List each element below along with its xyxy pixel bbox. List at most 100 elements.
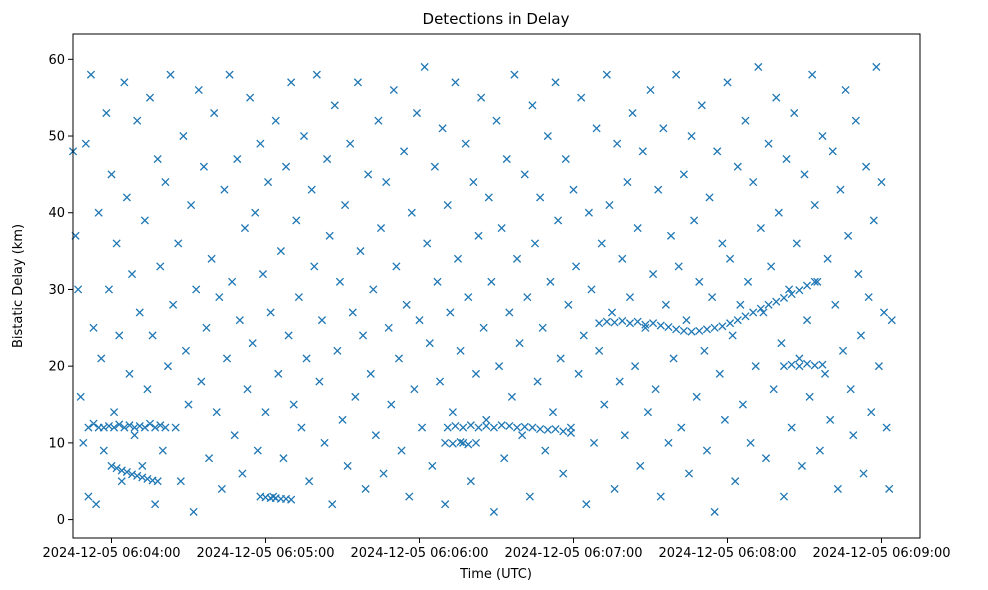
detection-marker <box>420 62 429 72</box>
detection-marker <box>179 131 188 141</box>
detection-marker <box>692 392 701 401</box>
detection-marker <box>287 78 296 87</box>
detection-marker <box>459 438 468 447</box>
detection-marker <box>764 139 773 148</box>
detection-marker <box>749 177 758 187</box>
detection-marker <box>769 385 778 394</box>
detection-marker <box>371 431 380 440</box>
detection-marker <box>659 124 668 133</box>
detection-marker <box>215 293 224 302</box>
detection-marker <box>477 93 486 102</box>
detection-marker <box>204 454 214 463</box>
detection-marker <box>418 423 427 432</box>
detection-marker <box>541 446 550 455</box>
detection-marker <box>831 300 840 309</box>
axes-frame <box>72 33 921 539</box>
detection-marker <box>289 400 298 409</box>
detection-marker <box>156 262 165 271</box>
detection-marker <box>364 170 373 179</box>
detection-marker <box>505 421 514 431</box>
detection-marker <box>687 327 696 336</box>
detection-marker <box>756 304 765 313</box>
detection-marker <box>805 392 814 401</box>
detection-marker <box>482 421 491 431</box>
detection-marker <box>456 346 465 355</box>
detection-marker <box>566 428 575 437</box>
detection-marker <box>718 239 727 248</box>
detection-marker <box>138 461 147 470</box>
detection-marker <box>820 369 830 378</box>
chart-title: Detections in Delay <box>423 10 570 28</box>
detection-marker <box>76 392 85 401</box>
detection-marker <box>317 316 327 325</box>
detection-marker <box>451 78 460 87</box>
detection-marker <box>192 285 201 294</box>
detection-marker <box>351 392 360 401</box>
detection-marker <box>202 323 211 332</box>
detection-marker <box>258 270 267 279</box>
detection-marker <box>143 474 152 483</box>
detection-marker <box>536 193 545 202</box>
detection-marker <box>777 339 786 348</box>
detection-marker <box>846 385 855 394</box>
detection-marker <box>810 201 819 210</box>
detection-marker <box>710 323 719 332</box>
detection-marker <box>741 116 750 125</box>
detection-marker <box>836 185 845 194</box>
detection-marker <box>127 270 137 279</box>
detection-marker <box>690 216 699 225</box>
detection-marker <box>823 254 832 263</box>
y-axis-ticks: 0 10 20 30 40 50 60 <box>48 53 73 528</box>
detection-marker <box>779 362 789 371</box>
detection-marker <box>774 208 783 217</box>
detection-marker <box>856 331 866 340</box>
detection-marker <box>592 124 601 133</box>
detection-marker <box>343 461 352 470</box>
detection-marker <box>495 362 504 371</box>
detection-marker <box>669 354 678 363</box>
detection-marker <box>631 362 640 371</box>
detection-marker <box>731 477 740 486</box>
detection-marker <box>441 500 450 509</box>
detection-marker <box>754 62 763 72</box>
detection-marker <box>726 254 735 263</box>
detection-marker <box>492 116 501 125</box>
detection-marker <box>130 431 139 440</box>
detection-marker <box>664 322 673 332</box>
detection-marker <box>84 492 93 501</box>
detection-marker <box>89 323 98 332</box>
detection-marker <box>443 201 452 210</box>
detection-marker <box>536 425 545 434</box>
detection-marker <box>505 308 514 317</box>
detection-marker <box>281 162 291 171</box>
detection-marker <box>425 339 434 348</box>
detection-marker <box>595 319 604 328</box>
detection-marker <box>323 154 332 164</box>
detection-marker <box>104 421 113 431</box>
detection-marker <box>779 492 789 501</box>
detection-marker <box>228 277 237 286</box>
detection-marker <box>818 131 827 141</box>
detection-marker <box>107 170 116 179</box>
detection-marker <box>803 359 812 368</box>
detection-marker <box>666 231 676 240</box>
detection-marker <box>649 270 658 279</box>
detection-marker <box>348 308 357 317</box>
detection-marker <box>361 484 370 493</box>
detection-marker <box>695 326 704 335</box>
detection-marker <box>135 421 144 431</box>
detection-marker <box>790 108 799 118</box>
detection-marker <box>859 469 868 478</box>
detection-marker <box>656 492 665 501</box>
detection-marker <box>489 507 498 516</box>
detection-marker <box>702 325 712 334</box>
detection-marker <box>443 423 452 432</box>
detection-marker <box>551 78 560 87</box>
detection-marker <box>138 473 147 482</box>
detection-marker <box>151 423 160 432</box>
detection-marker <box>402 300 411 309</box>
detection-marker <box>643 408 652 417</box>
detection-marker <box>246 93 255 102</box>
detection-marker <box>456 438 465 447</box>
detection-marker <box>584 208 593 217</box>
